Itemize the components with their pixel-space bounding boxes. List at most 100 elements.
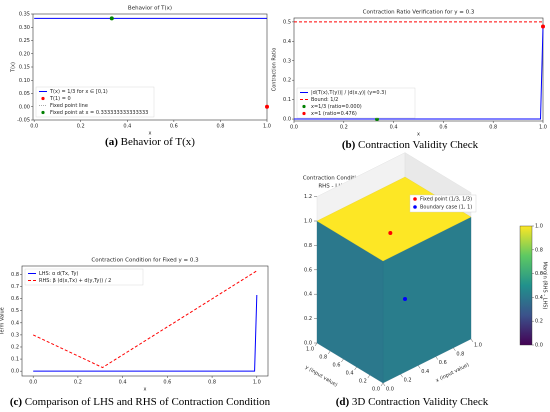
y-tick-label: 0.2 [11, 344, 19, 350]
caption-text: Comparison of LHS and RHS of Contraction… [25, 396, 271, 408]
data-line [32, 270, 258, 369]
legend-label: x=1/3 (ratio=0.000) [311, 104, 362, 110]
y-tick-label: 0.35 [19, 12, 30, 18]
x-tick-label: 0.4 [123, 124, 131, 130]
caption-label: (d) [336, 396, 350, 408]
colorbar-tick-label: 0.2 [535, 319, 543, 325]
x-tick [382, 382, 386, 387]
caption-text: Contraction Validity Check [358, 139, 479, 151]
data-point [265, 104, 269, 109]
z-tick-label: 0.0 [304, 341, 312, 347]
x-axis-label: x [149, 131, 152, 137]
x-tick [418, 365, 421, 369]
y-tick-label: 0.1 [283, 97, 291, 103]
caption-label: (a) [105, 136, 118, 148]
colorbar-tick-label: 0.8 [535, 247, 543, 253]
legend-label: Boundary case (1, 1) [420, 205, 472, 211]
y-tick-label: 0.8 [11, 272, 19, 278]
y-tick-label: 0.15 [19, 65, 30, 71]
data-line [33, 294, 258, 372]
x-tick-label: 0.6 [439, 360, 447, 366]
y-tick-label: 0.5 [283, 19, 291, 25]
x-tick-label: 0.6 [439, 125, 447, 131]
y-tick-label: 0.0 [11, 369, 19, 375]
x-tick-label: 0.8 [456, 351, 464, 357]
x-tick-label: 0.4 [421, 369, 429, 375]
y-tick-label: 0.05 [19, 91, 30, 97]
y-axis-label: T(x) [11, 62, 17, 73]
y-axis-label: Term Value [0, 307, 6, 335]
y-axis-label: Contraction Ratio [272, 48, 278, 92]
chart-title: Contraction Condition for Fixed y = 0.3 [91, 258, 199, 264]
y-tick-label: 0.4 [11, 320, 19, 326]
y-tick-label: 0.3 [11, 332, 19, 338]
chart-title: Behavior of T(x) [128, 6, 172, 12]
y-tick-label: 0.6 [332, 363, 340, 369]
y-tick-label: 0.5 [11, 308, 19, 314]
colorbar [519, 225, 533, 346]
legend-marker [413, 205, 417, 209]
x-tick [453, 347, 456, 351]
colorbar-tick-label: 0.0 [535, 343, 543, 349]
y-tick [341, 358, 344, 363]
y-tick-label: 0.2 [283, 78, 291, 84]
y-tick [367, 374, 370, 379]
y-tick-label: 0.1 [11, 357, 19, 363]
legend-marker [41, 110, 45, 115]
caption: (c) Comparison of LHS and RHS of Contrac… [10, 396, 271, 408]
y-tick [314, 342, 318, 347]
legend-label: T(x) = 1/3 for x ∈ [0,1) [49, 89, 108, 95]
caption-text: Behavior of T(x) [121, 136, 196, 148]
x-tick-label: 0.6 [163, 380, 171, 386]
y-tick-label: 0.7 [11, 284, 19, 290]
caption-label: (c) [10, 396, 23, 408]
y-tick-label: 0.30 [19, 25, 30, 31]
y-tick-label: 0.8 [319, 355, 327, 361]
legend-marker [41, 96, 45, 101]
legend-label: Bound: 1/2 [311, 97, 338, 103]
data-point [109, 16, 114, 21]
y-tick-label: 0.0 [283, 117, 291, 123]
legend-label: Fixed point line [50, 103, 88, 109]
x-axis-label: x [417, 132, 420, 138]
legend-label: |d(T(x),T(y))| / |d(x,y)| (y=0.3) [311, 90, 386, 96]
z-tick-label: 1.0 [304, 219, 312, 225]
chart-title: Contraction Condition Surface: [303, 176, 388, 182]
x-tick-label: 0.4 [119, 380, 127, 386]
colorbar-tick-label: 0.6 [535, 271, 543, 277]
y-tick-label: 0.10 [19, 78, 30, 84]
x-tick-label: 0.2 [404, 378, 412, 384]
x-tick [400, 374, 403, 378]
x-tick [435, 356, 438, 360]
data-point [388, 231, 393, 236]
legend-label: x=1 (ratio=0.476) [311, 111, 357, 117]
x-tick-label: 1.0 [263, 124, 271, 130]
x-tick-label: 0.4 [390, 125, 398, 131]
x-tick-label: 0.2 [77, 124, 85, 130]
z-tick-label: 0.4 [304, 292, 312, 298]
x-tick-label: 0.0 [290, 125, 298, 131]
x-tick-label: 0.8 [489, 125, 497, 131]
x-tick-label: 0.8 [208, 380, 216, 386]
y-tick-label: 0.00 [19, 104, 30, 110]
x-tick-label: 0.0 [29, 380, 37, 386]
caption: (b) Contraction Validity Check [342, 139, 479, 151]
z-tick-label: 0.2 [304, 316, 312, 322]
data-point [403, 297, 407, 301]
colorbar-tick-label: 1.0 [535, 224, 543, 230]
legend-box [409, 194, 477, 213]
z-tick-label: 1.2 [304, 194, 312, 200]
legend-box [24, 268, 144, 286]
legend-label: Fixed point (1/3, 1/3) [420, 197, 472, 203]
y-tick-label: 0.2 [359, 379, 367, 385]
y-tick-label: 0.6 [11, 296, 19, 302]
legend-marker [413, 197, 417, 201]
legend-label: T(1) = 0 [49, 96, 71, 102]
x-tick-label: 0.2 [74, 380, 82, 386]
colorbar-tick-label: 0.4 [535, 295, 543, 301]
chart-title: Contraction Ratio Verification for y = 0… [363, 10, 475, 16]
x-tick-label: 0.0 [30, 124, 38, 130]
legend-marker [302, 104, 306, 109]
y-tick [380, 382, 384, 387]
